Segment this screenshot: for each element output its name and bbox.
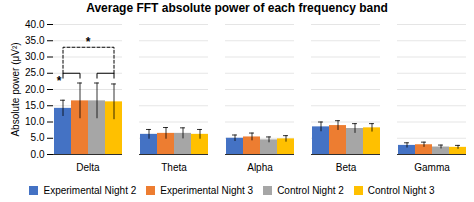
svg-text:10.0: 10.0 bbox=[25, 116, 45, 127]
svg-text:40.0: 40.0 bbox=[25, 19, 45, 30]
svg-text:35.0: 35.0 bbox=[25, 35, 45, 46]
svg-text:5.0: 5.0 bbox=[31, 132, 45, 143]
svg-text:Beta: Beta bbox=[336, 162, 357, 173]
svg-text:Gamma: Gamma bbox=[414, 162, 450, 173]
svg-text:30.0: 30.0 bbox=[25, 51, 45, 62]
svg-text:Theta: Theta bbox=[161, 162, 187, 173]
html-text:Experimental Night 3: Experimental Night 3 bbox=[160, 185, 254, 196]
svg-text:Absolute power (μV²): Absolute power (μV²) bbox=[10, 42, 21, 136]
svg-text:0.0: 0.0 bbox=[31, 149, 45, 160]
svg-text:*: * bbox=[57, 74, 62, 88]
html-text:Control Night 2: Control Night 2 bbox=[277, 185, 344, 196]
html-text:Average FFT absolute power of: Average FFT absolute power of each frequ… bbox=[86, 1, 388, 15]
html-text:Experimental Night 2: Experimental Night 2 bbox=[43, 185, 137, 196]
html-text:Control Night 3: Control Night 3 bbox=[367, 185, 435, 196]
svg-text:15.0: 15.0 bbox=[25, 100, 45, 111]
svg-text:Alpha: Alpha bbox=[247, 162, 273, 173]
svg-text:20.0: 20.0 bbox=[25, 84, 45, 95]
svg-text:*: * bbox=[86, 35, 91, 49]
svg-text:25.0: 25.0 bbox=[25, 67, 45, 78]
svg-text:Delta: Delta bbox=[76, 162, 100, 173]
